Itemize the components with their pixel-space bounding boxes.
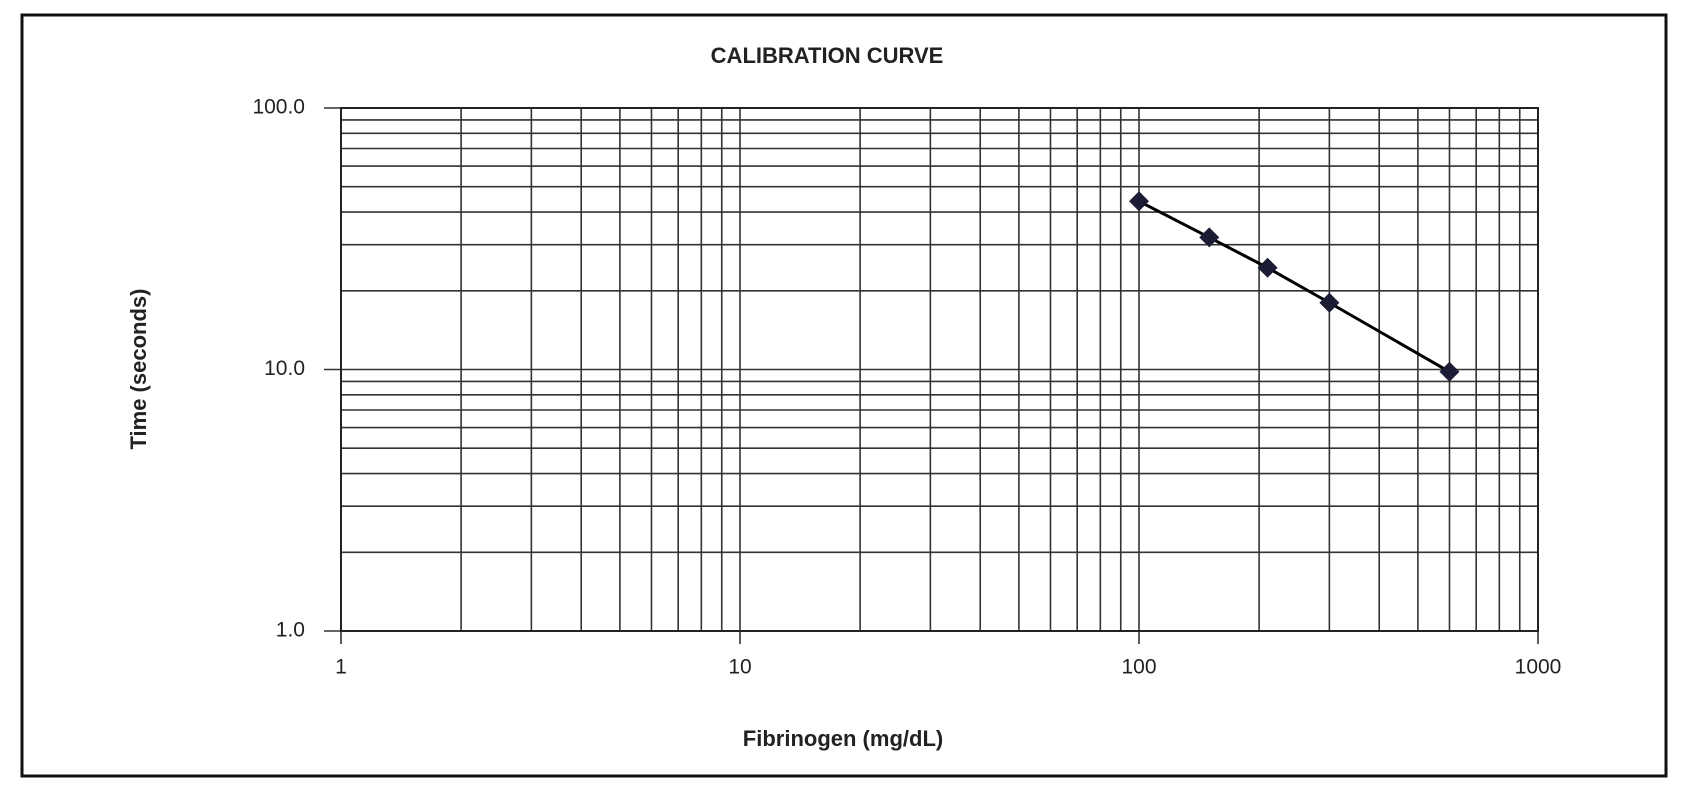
x-axis-label: Fibrinogen (mg/dL) bbox=[743, 726, 943, 751]
data-point bbox=[1439, 361, 1460, 382]
grid: 1 10 100 1000 1.0 10.0 100.0 bbox=[252, 96, 1561, 679]
y-tick-label: 1.0 bbox=[276, 619, 305, 642]
y-axis-label: Time (seconds) bbox=[126, 289, 151, 450]
x-tick-label: 10 bbox=[728, 656, 751, 679]
x-tick-label: 1000 bbox=[1515, 656, 1562, 679]
data-point bbox=[1199, 227, 1220, 248]
y-tick-label: 10.0 bbox=[264, 357, 305, 380]
data-point bbox=[1257, 257, 1278, 278]
chart-title: CALIBRATION CURVE bbox=[711, 43, 944, 68]
x-tick-label: 1 bbox=[335, 656, 347, 679]
data-point bbox=[1129, 191, 1149, 212]
plot-marks bbox=[1129, 191, 1460, 382]
data-point bbox=[1319, 292, 1340, 313]
y-tick-label: 100.0 bbox=[252, 96, 305, 119]
plot-border bbox=[340, 107, 1539, 632]
x-tick-label: 100 bbox=[1121, 656, 1156, 679]
